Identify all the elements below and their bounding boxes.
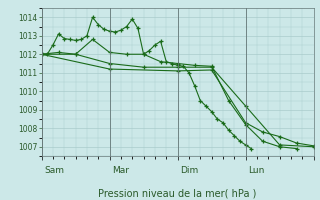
Text: Mar: Mar — [112, 166, 129, 175]
Text: Lun: Lun — [248, 166, 265, 175]
Text: Dim: Dim — [180, 166, 199, 175]
Text: Pression niveau de la mer( hPa ): Pression niveau de la mer( hPa ) — [99, 189, 257, 199]
Text: Sam: Sam — [44, 166, 64, 175]
